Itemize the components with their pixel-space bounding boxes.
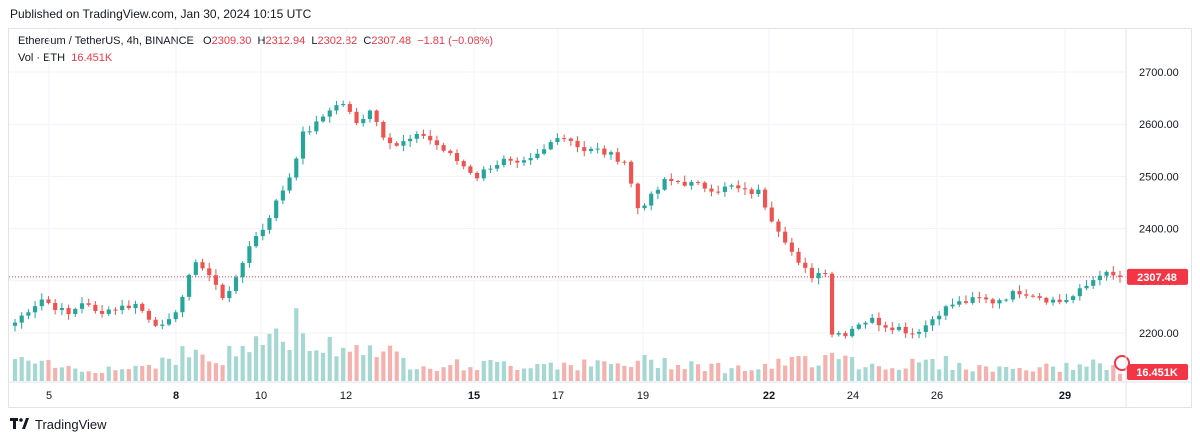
low-label: L xyxy=(311,35,318,47)
footer-brand-label: TradingView xyxy=(35,417,107,432)
close-label: C xyxy=(363,35,372,47)
close-value: 2307.48 xyxy=(371,35,412,47)
open-label: O xyxy=(203,35,212,47)
volume-label[interactable]: Vol · ETH xyxy=(18,52,66,64)
symbol-legend: Ethereum / TetherUS, 4h, BINANCE O2309.3… xyxy=(18,35,493,47)
chart-frame xyxy=(8,28,1192,408)
high-value: 2312.94 xyxy=(265,35,306,47)
volume-legend: Vol · ETH 16.451K xyxy=(18,52,112,64)
symbol-name[interactable]: Ethereum / TetherUS, 4h, BINANCE xyxy=(18,35,194,47)
open-value: 2309.30 xyxy=(211,35,252,47)
volume-value: 16.451K xyxy=(71,52,113,64)
tradingview-logo-icon xyxy=(10,417,30,432)
footer-brand[interactable]: TradingView xyxy=(10,417,107,432)
change-value: −1.81 (−0.08%) xyxy=(417,35,494,47)
low-value: 2302.82 xyxy=(317,35,358,47)
published-caption: Published on TradingView.com, Jan 30, 20… xyxy=(10,7,312,21)
